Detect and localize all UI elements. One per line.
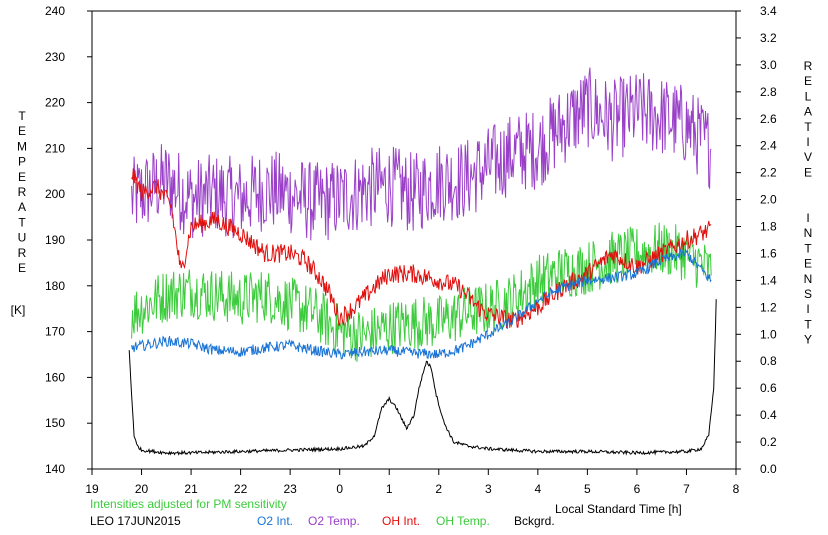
- right-y-label-letter: I: [806, 135, 809, 149]
- left-y-label-letter: U: [18, 231, 27, 245]
- legend-o2-temp: O2 Temp.: [308, 514, 360, 528]
- x-tick-label: 23: [283, 482, 297, 496]
- legend-oh-int: OH Int.: [382, 514, 421, 528]
- x-tick-label: 19: [85, 482, 99, 496]
- right-y-tick-label: 3.2: [760, 31, 777, 45]
- right-y-tick-label: 2.6: [760, 112, 777, 126]
- series-o2-temp: [131, 67, 712, 241]
- right-y-tick-label: 3.0: [760, 58, 777, 72]
- right-y-tick-label: 2.2: [760, 166, 777, 180]
- x-tick-label: 22: [234, 482, 248, 496]
- right-y-label-letter: T: [804, 120, 812, 134]
- x-tick-label: 4: [535, 482, 542, 496]
- right-y-axis: 0.0 0.2 0.4 0.6 0.8 1.0 1.2 1.4 1.6 1.8 2.0 2.2 2.4 2…: [736, 4, 777, 476]
- station-date-label: LEO 17JUN2015: [90, 514, 181, 528]
- series-bckgrd: [128, 299, 717, 456]
- left-y-axis-unit: [K]: [11, 303, 26, 317]
- right-y-label-letter: N: [804, 226, 813, 240]
- left-y-tick-label: 200: [45, 187, 65, 201]
- x-axis-label: Local Standard Time [h]: [555, 502, 682, 516]
- right-y-label-letter: I: [806, 302, 809, 316]
- right-y-label-letter: A: [804, 105, 812, 119]
- series-oh-temp: [131, 222, 712, 362]
- right-y-tick-label: 0.0: [760, 462, 777, 476]
- right-y-label-letter: T: [804, 317, 812, 331]
- x-tick-label: 8: [733, 482, 740, 496]
- right-y-tick-label: 0.2: [760, 435, 777, 449]
- x-tick-label: 20: [135, 482, 149, 496]
- series-oh-int: [131, 168, 712, 329]
- right-y-tick-label: 2.4: [760, 139, 777, 153]
- left-y-axis: 140 150 160 170 180 190 200 210 220 230 240: [45, 4, 92, 476]
- left-y-label-letter: E: [18, 261, 26, 275]
- legend-background: Bckgrd.: [514, 514, 555, 528]
- right-y-tick-label: 1.2: [760, 300, 777, 314]
- left-y-label-letter: T: [18, 109, 26, 123]
- right-y-label-letter: E: [804, 257, 812, 271]
- left-y-label-letter: R: [18, 185, 27, 199]
- left-y-tick-label: 140: [45, 462, 65, 476]
- right-y-label-letter: T: [804, 241, 812, 255]
- right-y-label-letter: V: [804, 150, 812, 164]
- series-o2-int: [131, 247, 712, 360]
- x-tick-label: 3: [485, 482, 492, 496]
- left-y-tick-label: 180: [45, 279, 65, 293]
- right-y-tick-label: 3.4: [760, 4, 777, 18]
- left-y-label-letter: E: [18, 124, 26, 138]
- left-y-tick-label: 190: [45, 233, 65, 247]
- left-y-tick-label: 230: [45, 50, 65, 64]
- series-layer: [128, 67, 717, 456]
- x-axis: 19 20 21 22 23 0 1 2 3 4 5 6 7 8: [85, 469, 740, 496]
- left-y-tick-label: 170: [45, 325, 65, 339]
- left-y-label-letter: E: [18, 170, 26, 184]
- legend-oh-temp: OH Temp.: [436, 514, 490, 528]
- right-y-tick-label: 1.8: [760, 220, 777, 234]
- left-y-label-letter: P: [18, 155, 26, 169]
- x-tick-label: 1: [386, 482, 393, 496]
- x-tick-label: 7: [683, 482, 690, 496]
- left-y-tick-label: 150: [45, 416, 65, 430]
- x-tick-label: 5: [584, 482, 591, 496]
- right-y-tick-label: 0.8: [760, 354, 777, 368]
- left-y-label-letter: R: [18, 246, 27, 260]
- left-y-tick-label: 220: [45, 96, 65, 110]
- right-y-label-letter: R: [804, 59, 813, 73]
- right-y-tick-label: 2.8: [760, 85, 777, 99]
- right-y-tick-label: 0.4: [760, 408, 777, 422]
- right-y-tick-label: 2.0: [760, 193, 777, 207]
- x-tick-label: 6: [634, 482, 641, 496]
- left-y-tick-label: 210: [45, 141, 65, 155]
- right-y-label-letter: E: [804, 165, 812, 179]
- left-y-label-letter: A: [18, 200, 26, 214]
- left-y-tick-label: 160: [45, 370, 65, 384]
- left-y-tick-label: 240: [45, 4, 65, 18]
- right-y-label-letter: L: [805, 89, 812, 103]
- right-y-tick-label: 1.6: [760, 246, 777, 260]
- right-y-tick-label: 0.6: [760, 381, 777, 395]
- right-y-label-letter: S: [804, 287, 812, 301]
- right-y-tick-label: 1.4: [760, 273, 777, 287]
- right-y-label-letter: I: [806, 211, 809, 225]
- right-y-label-letter: N: [804, 272, 813, 286]
- x-tick-label: 0: [336, 482, 343, 496]
- legend-o2-int: O2 Int.: [257, 514, 294, 528]
- right-y-tick-label: 1.0: [760, 327, 777, 341]
- right-y-label-letter: E: [804, 74, 812, 88]
- left-y-label-letter: M: [17, 139, 27, 153]
- x-tick-label: 2: [435, 482, 442, 496]
- right-y-label-letter: Y: [804, 333, 812, 347]
- sensitivity-note: Intensities adjusted for PM sensitivity: [90, 497, 287, 511]
- x-tick-label: 21: [184, 482, 198, 496]
- left-y-label-letter: T: [18, 215, 26, 229]
